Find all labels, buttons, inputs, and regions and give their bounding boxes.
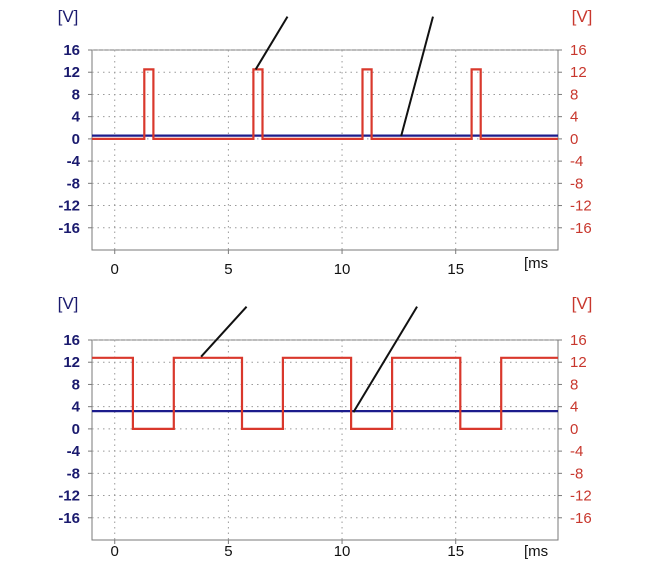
y-tick-label-left: 16	[63, 332, 80, 349]
y-tick-label-left: -16	[58, 510, 80, 527]
y-tick-label-right: 8	[570, 376, 578, 393]
annotation-pointer-line	[254, 16, 289, 70]
y-tick-label-right: 16	[570, 332, 587, 349]
y-tick-label-left: -8	[67, 175, 80, 192]
plot-frame	[91, 339, 559, 541]
y-axis-unit-left: [V]	[58, 7, 79, 26]
y-tick-label-right: -12	[570, 488, 592, 505]
y-tick-label-right: 16	[570, 42, 587, 59]
y-tick-label-right: -16	[570, 220, 592, 237]
y-tick-label-right: 0	[570, 131, 578, 148]
y-tick-label-right: 12	[570, 64, 587, 81]
x-tick-label: 0	[111, 543, 119, 560]
series-line-1	[92, 68, 558, 140]
y-tick-label-left: 4	[72, 109, 81, 126]
y-tick-label-left: 12	[63, 64, 80, 81]
y-axis-unit-left: [V]	[58, 294, 79, 313]
x-tick-label: 5	[224, 261, 232, 278]
y-tick-label-right: 4	[570, 109, 578, 126]
x-axis-unit: [ms	[524, 543, 548, 560]
y-tick-label-left: -8	[67, 465, 80, 482]
y-tick-label-left: -12	[58, 198, 80, 215]
series-line-1	[92, 356, 558, 430]
x-tick-label: 5	[224, 543, 232, 560]
y-tick-label-right: -12	[570, 198, 592, 215]
y-tick-label-right: 4	[570, 399, 578, 416]
y-tick-label-left: -4	[67, 153, 81, 170]
chart-panel-1: 16 16 12 12 8 8 4 4 0 0 -4 -4 -8 -8 -12 -12 -16 -16 0 5 10 15…	[58, 7, 593, 278]
x-tick-label: 15	[447, 543, 464, 560]
y-axis-unit-right: [V]	[572, 7, 593, 26]
y-tick-label-left: 8	[72, 86, 80, 103]
y-tick-label-left: 8	[72, 376, 80, 393]
y-tick-label-left: 0	[72, 131, 80, 148]
annotation-pointer-line	[352, 306, 418, 413]
x-tick-label: 0	[111, 261, 119, 278]
x-tick-label: 10	[334, 261, 351, 278]
y-tick-label-right: 8	[570, 86, 578, 103]
plot-frame	[91, 49, 559, 251]
annotation-pointer-line	[200, 305, 248, 358]
x-axis-unit: [ms	[524, 255, 548, 272]
y-tick-label-left: -16	[58, 220, 80, 237]
y-tick-label-left: 16	[63, 42, 80, 59]
y-tick-label-right: -4	[570, 443, 583, 460]
annotation-pointer-line	[400, 16, 434, 137]
y-tick-label-right: -8	[570, 465, 583, 482]
y-tick-label-left: 4	[72, 399, 81, 416]
y-tick-label-left: 12	[63, 354, 80, 371]
y-tick-label-left: -4	[67, 443, 81, 460]
y-tick-label-right: 0	[570, 421, 578, 438]
x-tick-label: 15	[447, 261, 464, 278]
y-tick-label-right: -4	[570, 153, 583, 170]
chart-panel-2: 16 16 12 12 8 8 4 4 0 0 -4 -4 -8 -8 -12 -12 -16 -16 0 5 10 15…	[58, 294, 593, 560]
y-tick-label-left: -12	[58, 488, 80, 505]
y-tick-label-right: 12	[570, 354, 587, 371]
y-tick-label-right: -8	[570, 175, 583, 192]
y-tick-label-right: -16	[570, 510, 592, 527]
y-axis-unit-right: [V]	[572, 294, 593, 313]
x-tick-label: 10	[334, 543, 351, 560]
y-tick-label-left: 0	[72, 421, 80, 438]
